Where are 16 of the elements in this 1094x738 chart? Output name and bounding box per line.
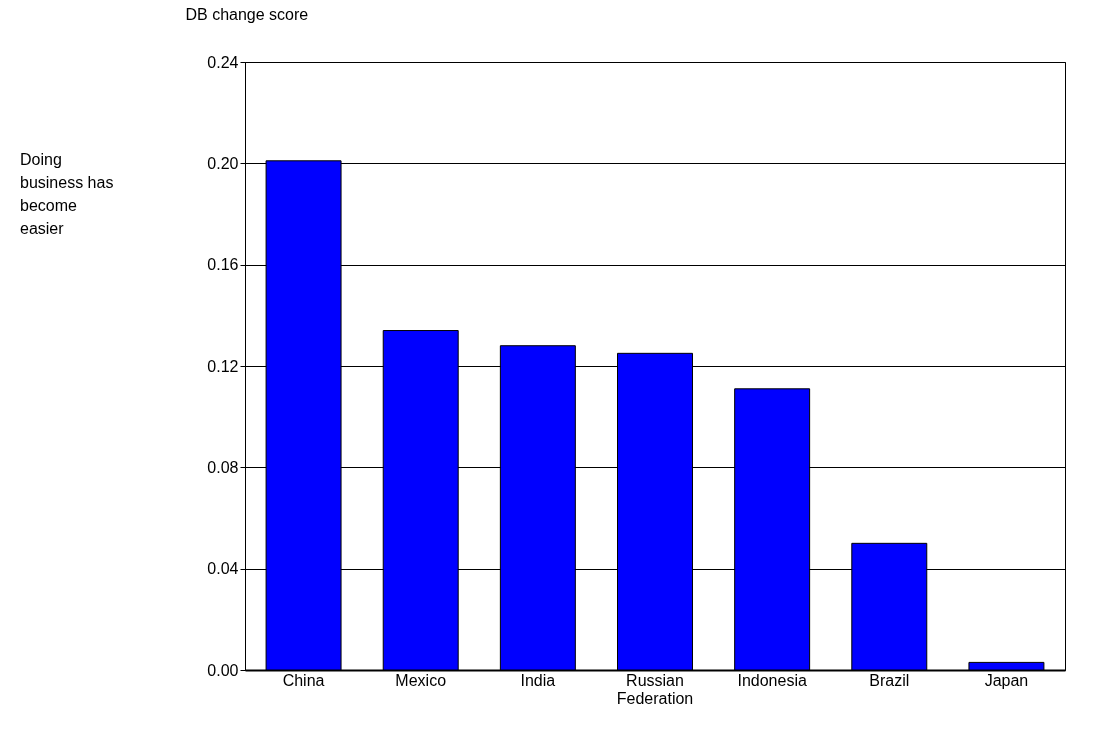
x-tick-label: Japan [984,671,1029,689]
x-tick-label: Brazil [869,671,910,689]
x-tick-label: India [520,671,556,689]
x-tick-label: China [282,671,325,689]
y-tick-label: 0.00 [207,661,239,679]
y-tick-label: 0.12 [207,357,239,375]
x-tick-label: Mexico [395,671,447,689]
y-tick-label: 0.20 [207,154,239,172]
x-tick-label: Indonesia [737,671,807,689]
y-tick-label: 0.04 [207,560,239,578]
x-tick-label: Russian Federation [616,671,694,707]
text: Doing business has become easier [20,151,114,237]
y-tick-label: 0.16 [207,256,239,274]
y-tick-label: 0.08 [207,458,239,476]
y-axis-title: DB change score [185,5,309,23]
y-tick-label: 0.24 [207,53,239,71]
